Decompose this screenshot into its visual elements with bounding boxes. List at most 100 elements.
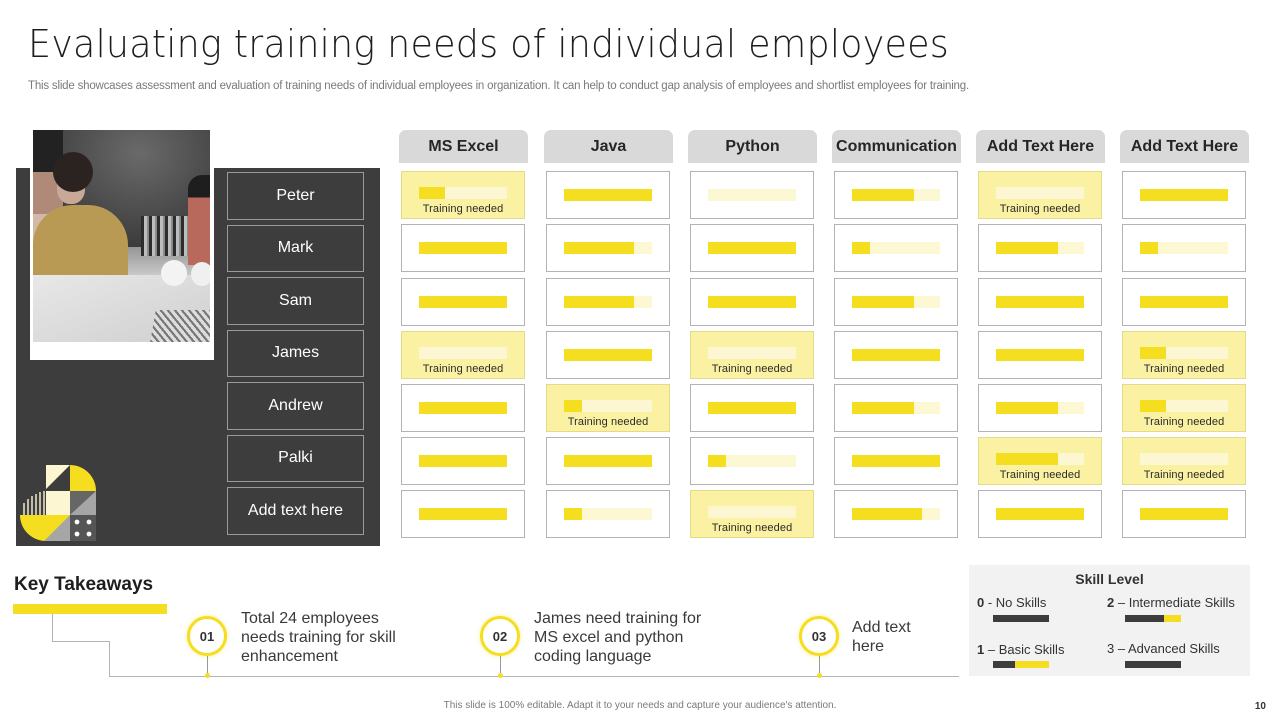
skill-cell	[834, 278, 958, 326]
page-number: 10	[1254, 701, 1266, 712]
employee-name: Mark	[227, 224, 364, 272]
skill-bar	[708, 347, 796, 359]
training-needed-label: Training needed	[567, 416, 649, 428]
skill-cell	[1122, 278, 1246, 326]
skill-bar-fill	[419, 242, 507, 254]
skill-bar-fill	[996, 242, 1058, 254]
connector-line	[52, 614, 53, 642]
legend-bar-3	[1125, 661, 1181, 668]
skill-cell	[690, 437, 814, 485]
skill-cell	[401, 490, 525, 538]
skill-bar	[1140, 189, 1228, 201]
legend-bar-2	[1125, 615, 1181, 622]
step-stem	[500, 656, 501, 674]
employee-list: Peter Mark Sam James Andrew Palki Add te…	[227, 172, 364, 540]
training-needed-label: Training needed	[422, 363, 504, 375]
skill-bar	[419, 455, 507, 467]
skill-cell	[690, 224, 814, 272]
skill-cell	[546, 437, 670, 485]
employee-name: James	[227, 329, 364, 377]
skill-cell: Training needed	[1122, 437, 1246, 485]
skill-cell	[1122, 490, 1246, 538]
column-header: Communication	[832, 130, 961, 163]
column-header: Python	[688, 130, 817, 163]
training-needed-label: Training needed	[1143, 469, 1225, 481]
takeaway-text-03: Add text here	[852, 619, 911, 655]
skill-bar-fill	[419, 402, 507, 414]
training-needed-label: Training needed	[1143, 363, 1225, 375]
skill-bar-fill	[564, 296, 635, 308]
skill-cell	[401, 437, 525, 485]
training-needed-label: Training needed	[711, 363, 793, 375]
skill-cell: Training needed	[1122, 331, 1246, 379]
legend-bar-1	[993, 661, 1049, 668]
training-needed-label: Training needed	[711, 522, 793, 534]
column-header: MS Excel	[399, 130, 528, 163]
skill-bar	[419, 402, 507, 414]
skill-level-legend: Skill Level 0 - No Skills 2 – Intermedia…	[969, 565, 1250, 676]
skill-bar-fill	[564, 455, 652, 467]
skill-bar	[564, 242, 652, 254]
skill-bar	[996, 242, 1084, 254]
skill-bar	[419, 347, 507, 359]
skill-cell	[978, 490, 1102, 538]
skill-cell	[690, 278, 814, 326]
skill-cell	[401, 384, 525, 432]
skill-bar-fill	[708, 402, 796, 414]
skill-bar	[1140, 508, 1228, 520]
skill-bar-fill	[564, 349, 652, 361]
skill-bar	[564, 349, 652, 361]
skill-bar	[996, 453, 1084, 465]
skill-cell: Training needed	[690, 331, 814, 379]
skill-cell	[834, 224, 958, 272]
skill-bar	[996, 508, 1084, 520]
step-badge-01: 01	[187, 616, 227, 656]
skill-bar-fill	[852, 455, 940, 467]
legend-title: Skill Level	[1075, 571, 1144, 587]
skill-bar	[1140, 296, 1228, 308]
key-takeaways-underline	[13, 604, 167, 614]
skill-cell	[834, 437, 958, 485]
skill-cell	[546, 171, 670, 219]
skill-bar	[708, 296, 796, 308]
connector-line	[52, 641, 110, 642]
skill-bar	[852, 189, 940, 201]
slide-title: Evaluating training needs of individual …	[28, 22, 949, 66]
skill-bar	[419, 296, 507, 308]
skill-cell	[1122, 171, 1246, 219]
skill-bar-fill	[419, 508, 507, 520]
skill-cell	[978, 331, 1102, 379]
skill-cell: Training needed	[690, 490, 814, 538]
step-stem	[819, 656, 820, 674]
skill-bar	[1140, 347, 1228, 359]
skill-bar	[1140, 400, 1228, 412]
skill-bar-fill	[708, 242, 796, 254]
skill-bar-fill	[1140, 242, 1158, 254]
step-dot	[817, 673, 822, 678]
skill-bar	[564, 400, 652, 412]
skill-cell: Training needed	[401, 171, 525, 219]
skill-bar	[564, 455, 652, 467]
column-header: Add Text Here	[976, 130, 1105, 163]
column-header: Java	[544, 130, 673, 163]
skill-bar-fill	[1140, 296, 1228, 308]
step-dot	[498, 673, 503, 678]
employee-name: Add text here	[227, 487, 364, 535]
geometric-decoration-icon	[20, 465, 96, 541]
skill-bar	[419, 187, 507, 199]
skill-bar-fill	[419, 455, 507, 467]
skill-cell	[690, 171, 814, 219]
step-stem	[207, 656, 208, 674]
skill-cell: Training needed	[401, 331, 525, 379]
step-badge-02: 02	[480, 616, 520, 656]
skill-cell	[546, 331, 670, 379]
skill-bar-fill	[1140, 189, 1228, 201]
skill-bar	[852, 508, 940, 520]
skill-bar-fill	[1140, 508, 1228, 520]
skill-cell	[546, 224, 670, 272]
skill-bar	[419, 242, 507, 254]
skill-bar	[419, 508, 507, 520]
training-needed-label: Training needed	[1143, 416, 1225, 428]
skill-cell: Training needed	[978, 437, 1102, 485]
training-needed-label: Training needed	[999, 203, 1081, 215]
